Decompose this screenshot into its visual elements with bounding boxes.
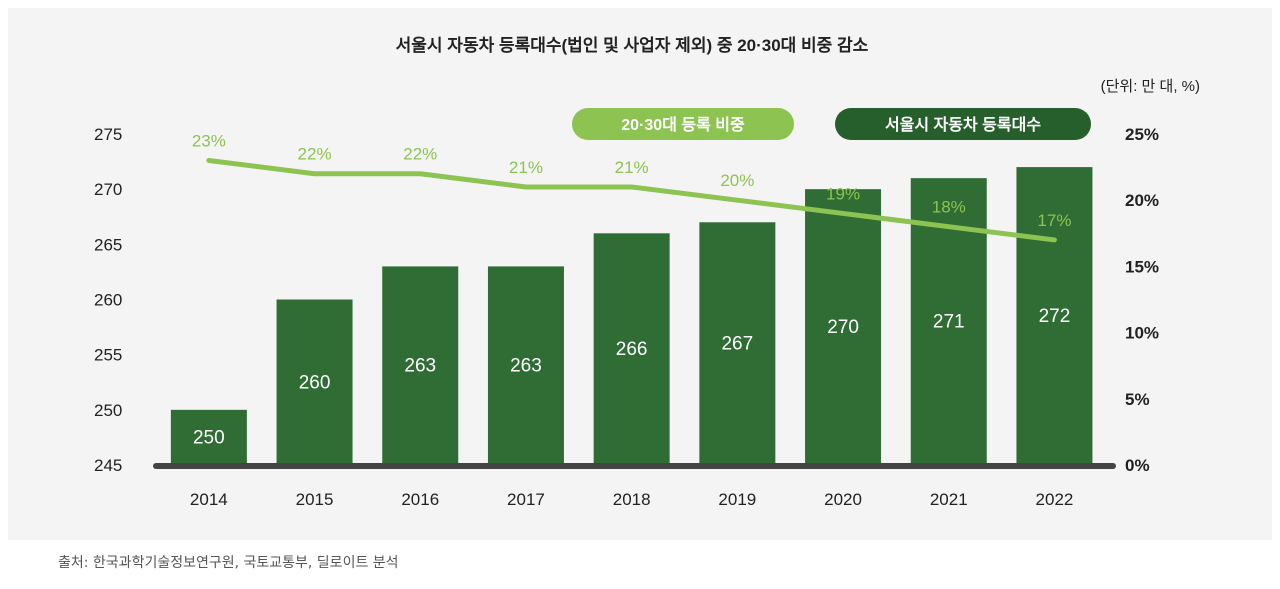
unit-note: (단위: 만 대, %) — [1101, 78, 1200, 95]
right-tick-label: 0% — [1125, 456, 1150, 475]
share-line — [206, 157, 1057, 243]
bar-value-label: 271 — [933, 312, 965, 333]
x-tick-label: 2016 — [401, 490, 439, 509]
line-value-label: 22% — [403, 145, 437, 164]
right-tick-label: 25% — [1125, 125, 1159, 144]
bar-value-label: 263 — [510, 356, 542, 377]
bar-2015 — [276, 299, 353, 465]
left-tick-label: 275 — [94, 125, 122, 144]
right-tick-label: 5% — [1125, 390, 1150, 409]
left-tick-label: 245 — [94, 456, 122, 475]
x-tick-label: 2015 — [296, 490, 334, 509]
bar-value-label: 272 — [1039, 306, 1071, 327]
left-tick-label: 270 — [94, 180, 122, 199]
bar-2014 — [170, 409, 247, 465]
x-tick-label: 2019 — [718, 490, 756, 509]
bar-2017 — [487, 266, 564, 465]
x-tick-label: 2021 — [930, 490, 968, 509]
line-value-label: 21% — [509, 158, 543, 177]
legend-pill-2 — [835, 108, 1091, 140]
x-tick-label: 2022 — [1036, 490, 1074, 509]
left-tick-label: 255 — [94, 346, 122, 365]
bar-2019 — [699, 222, 776, 465]
chart-title: 서울시 자동차 등록대수(법인 및 사업자 제외) 중 20·30대 비중 감소 — [396, 36, 869, 55]
bar-2018 — [593, 233, 670, 465]
line-value-label: 17% — [1037, 211, 1071, 230]
bar-2016 — [382, 266, 459, 465]
x-tick-label: 2014 — [190, 490, 228, 509]
right-tick-label: 10% — [1125, 324, 1159, 343]
bar-value-label: 263 — [404, 356, 436, 377]
x-tick-label: 2020 — [824, 490, 862, 509]
source-note: 출처: 한국과학기술정보연구원, 국토교통부, 딜로이트 분석 — [58, 555, 399, 571]
line-value-label: 18% — [932, 198, 966, 217]
line-value-label: 19% — [826, 184, 860, 203]
line-value-label: 21% — [615, 158, 649, 177]
legend-pill-1 — [572, 108, 794, 140]
legend-label-1: 20·30대 등록 비중 — [621, 116, 745, 134]
chart-panel: 서울시 자동차 등록대수(법인 및 사업자 제외) 중 20·30대 비중 감소… — [8, 8, 1272, 540]
bar-value-label: 260 — [299, 372, 331, 393]
right-tick-label: 15% — [1125, 257, 1159, 276]
bar-2020 — [805, 189, 882, 465]
bar-value-label: 267 — [721, 334, 753, 355]
bar-value-label: 266 — [616, 339, 648, 360]
bar-value-label: 270 — [827, 317, 859, 338]
bar-value-label: 250 — [193, 427, 225, 448]
left-tick-label: 250 — [94, 401, 122, 420]
left-tick-label: 265 — [94, 235, 122, 254]
right-tick-label: 20% — [1125, 191, 1159, 210]
line-value-label: 20% — [720, 171, 754, 190]
x-tick-label: 2017 — [507, 490, 545, 509]
line-value-label: 22% — [298, 145, 332, 164]
bar-2022 — [1016, 167, 1093, 465]
left-tick-label: 260 — [94, 291, 122, 310]
combo-chart: 서울시 자동차 등록대수(법인 및 사업자 제외) 중 20·30대 비중 감소… — [94, 36, 1200, 509]
line-value-label: 23% — [192, 131, 226, 150]
x-tick-label: 2018 — [613, 490, 651, 509]
legend-label-2: 서울시 자동차 등록대수 — [885, 116, 1041, 134]
